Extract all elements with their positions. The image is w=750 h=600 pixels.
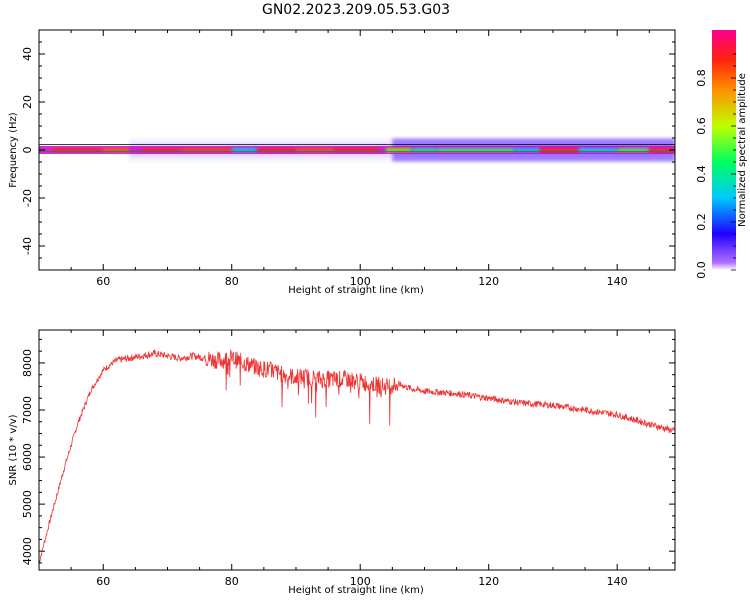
snr-xtick-label: 60 <box>96 575 110 588</box>
snr-frame <box>38 329 676 571</box>
colorbar-tick-label: 0.8 <box>695 69 708 87</box>
snr-plot-area <box>39 330 675 570</box>
spectrogram-band-segment <box>180 147 232 153</box>
spectrogram-band-segment <box>141 147 181 153</box>
snr-ytick-label: 7000 <box>21 396 34 424</box>
snr-axes: 60 80 100 120 140 4000 5000 6000 7000 8000 <box>21 330 675 588</box>
spectrogram-ytick-label: 0 <box>21 147 34 154</box>
spectrogram-plot-area <box>39 30 675 270</box>
snr-panel: 60 80 100 120 140 4000 5000 6000 7000 8000 Height… <box>8 329 676 596</box>
spectrogram-band-segment <box>295 147 335 153</box>
spectrogram-band-segment <box>411 147 438 153</box>
spectrogram-band-segment <box>231 147 258 153</box>
spectrogram-xtick-label: 80 <box>225 275 239 288</box>
spectrogram-xtick-label: 140 <box>607 275 628 288</box>
spectrogram-panel: 60 80 100 120 140 -40 -20 0 20 40 Height of strai… <box>8 29 676 296</box>
spectrogram-xtick-label: 120 <box>478 275 499 288</box>
spectrogram-band-segment <box>514 147 541 153</box>
spectrogram-band-segment <box>51 147 104 153</box>
colorbar-tick-label: 0.6 <box>695 117 708 135</box>
spectrogram-axes: 60 80 100 120 140 -40 -20 0 20 40 <box>21 29 675 288</box>
spectrogram-xtick-label: 100 <box>350 275 371 288</box>
spectrogram-xlabel: Height of straight line (km) <box>288 285 424 296</box>
colorbar-label: Normalized spectral amplitude <box>737 73 748 227</box>
colorbar: 0.0 0.2 0.4 0.6 0.8 Normalized spectral ampl… <box>695 30 748 279</box>
snr-background <box>39 330 675 570</box>
spectrogram-band-segment <box>649 147 675 153</box>
colorbar-tick-label: 0.0 <box>695 261 708 279</box>
spectrogram-ytick-label: -20 <box>21 189 34 207</box>
snr-ytick-label: 6000 <box>21 443 34 471</box>
snr-xtick-label: 100 <box>350 575 371 588</box>
spectrogram-band <box>39 135 675 165</box>
spectrogram-ytick-label: -40 <box>21 237 34 255</box>
snr-xtick-label: 140 <box>607 575 628 588</box>
snr-ytick-label: 4000 <box>21 537 34 565</box>
spectrogram-band-segment <box>617 147 650 153</box>
spectrogram-band-segment <box>334 147 380 153</box>
snr-ylabel: SNR (10 * v/v) <box>8 414 19 485</box>
colorbar-ticks: 0.0 0.2 0.4 0.6 0.8 <box>695 53 736 279</box>
snr-xtick-label: 80 <box>225 575 239 588</box>
snr-ytick-label: 8000 <box>21 349 34 377</box>
snr-xlabel: Height of straight line (km) <box>288 585 424 596</box>
snr-series-line <box>39 348 675 564</box>
spectrogram-band-segment <box>103 147 129 153</box>
spectrogram-band-segment <box>540 147 579 153</box>
spectrogram-ytick-label: 20 <box>21 95 34 109</box>
spectrogram-ytick-label: 40 <box>21 47 34 61</box>
snr-ytick-label: 5000 <box>21 490 34 518</box>
spectrogram-xtick-label: 60 <box>96 275 110 288</box>
snr-xtick-label: 120 <box>478 575 499 588</box>
spectrogram-band-segment <box>257 147 296 153</box>
colorbar-tick-label: 0.4 <box>695 165 708 183</box>
spectrogram-band-segment <box>578 147 618 153</box>
colorbar-gradient <box>712 30 736 270</box>
spectrogram-band-segment <box>385 147 412 153</box>
colorbar-tick-label: 0.2 <box>695 213 708 231</box>
chart-title: GN02.2023.209.05.53.G03 <box>262 2 450 18</box>
spectrogram-ylabel: Frequency (Hz) <box>8 112 19 188</box>
spectrogram-band-segment <box>437 147 515 153</box>
